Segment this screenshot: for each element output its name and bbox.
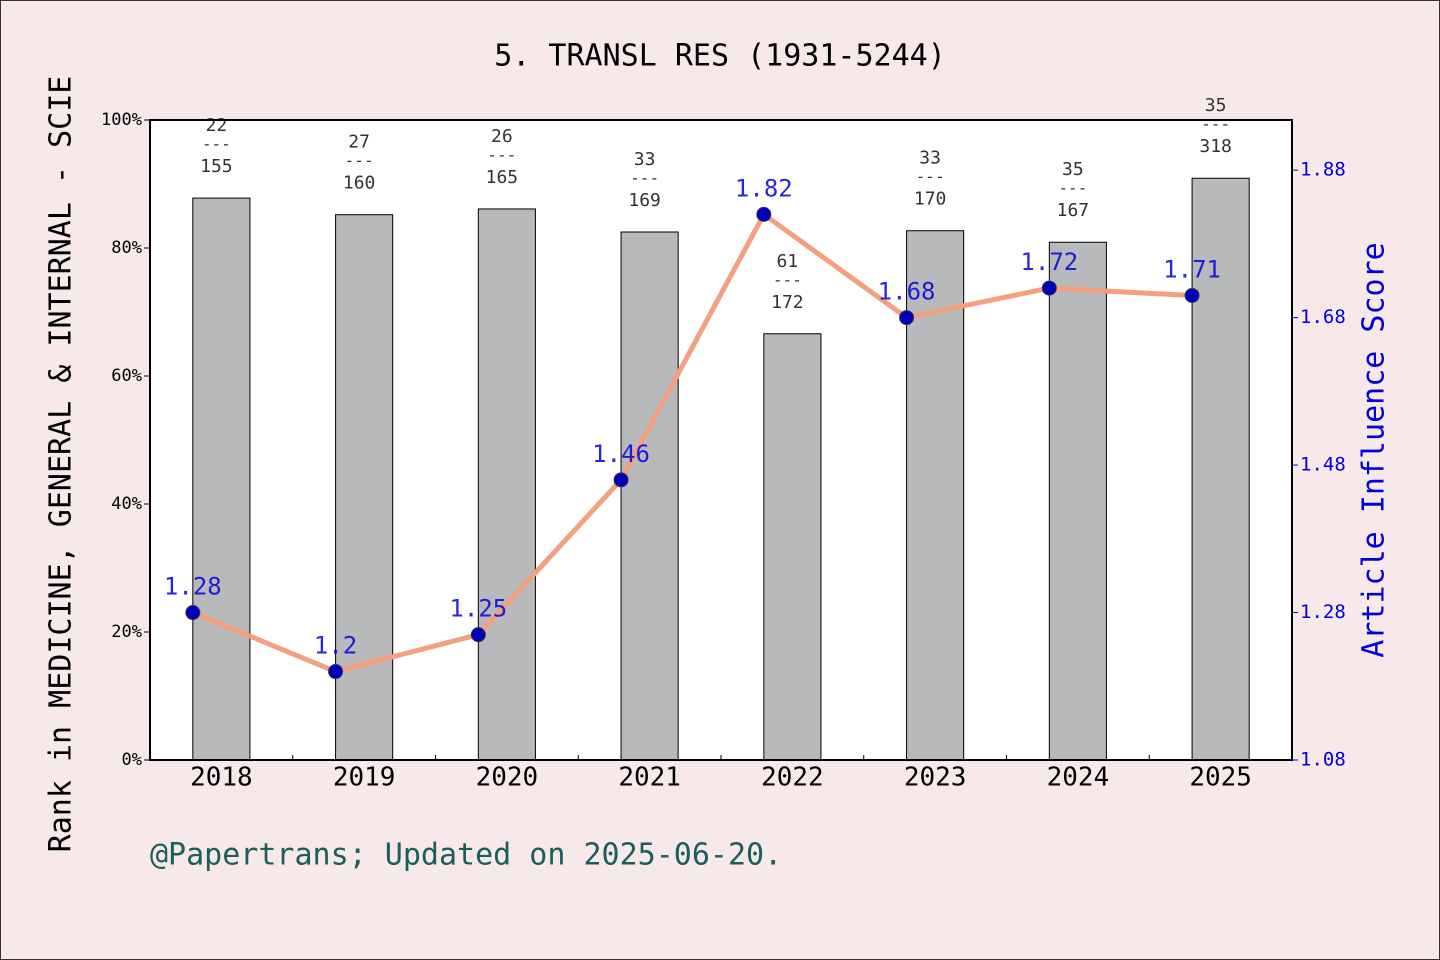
marker (328, 664, 344, 680)
x-tick-label: 2020 (476, 763, 539, 793)
value-label: 1.68 (878, 278, 936, 306)
marker (756, 206, 772, 222)
marker (1184, 287, 1200, 303)
bar (1191, 177, 1250, 761)
rank-label: 33 (919, 148, 941, 169)
marker (185, 605, 201, 621)
total-label: 172 (771, 292, 804, 313)
bar (477, 208, 536, 761)
rank-separator: --- (345, 151, 374, 170)
rank-separator: --- (1201, 115, 1230, 134)
bar (335, 214, 394, 761)
total-label: 160 (343, 173, 376, 194)
value-label: 1.71 (1163, 255, 1221, 283)
y2-tick-label: 1.08 (1300, 749, 1346, 771)
rank-label: 35 (1205, 95, 1227, 116)
rank-separator: --- (1058, 179, 1087, 198)
rank-label: 27 (348, 132, 370, 153)
bar (620, 231, 679, 761)
plot-frame (149, 119, 1293, 761)
rank-label: 61 (777, 251, 799, 272)
rank-separator: --- (487, 145, 516, 164)
value-label: 1.2 (314, 632, 357, 660)
y2-tick-label: 1.68 (1300, 306, 1346, 328)
y2-tick-label: 1.28 (1300, 601, 1346, 623)
bar (763, 333, 822, 761)
line (191, 211, 1193, 675)
x-tick-label: 2021 (618, 763, 681, 793)
total-label: 170 (914, 189, 947, 210)
marker (1041, 280, 1057, 296)
marker (470, 627, 486, 643)
x-tick-label: 2025 (1189, 763, 1252, 793)
total-label: 169 (628, 190, 661, 211)
bar (192, 197, 251, 761)
chart-title: 5. TRANSL RES (1931-5244) (494, 39, 946, 74)
marker (613, 472, 629, 488)
y2-tick-label: 1.88 (1300, 159, 1346, 181)
bar (1048, 241, 1107, 761)
x-tick-label: 2023 (904, 763, 967, 793)
total-label: 318 (1199, 136, 1232, 157)
y-tick-label: 100% (101, 110, 142, 130)
x-tick-label: 2018 (190, 763, 253, 793)
x-tick-label: 2024 (1047, 763, 1110, 793)
y-axis-label: Rank in MEDICINE, GENERAL & INTERNAL - S… (44, 76, 79, 853)
rank-separator: --- (202, 135, 231, 154)
rank-separator: --- (916, 167, 945, 186)
rank-separator: --- (630, 169, 659, 188)
value-label: 1.28 (164, 573, 222, 601)
total-label: 155 (200, 156, 233, 177)
y2-axis-label: Article Influence Score (1357, 242, 1392, 657)
value-label: 1.72 (1020, 248, 1078, 276)
total-label: 167 (1057, 200, 1090, 221)
value-label: 1.82 (735, 174, 793, 202)
value-label: 1.25 (449, 595, 507, 623)
rank-label: 26 (491, 126, 513, 147)
value-label: 1.46 (592, 440, 650, 468)
total-label: 165 (486, 167, 519, 188)
y-tick-label: 20% (111, 622, 142, 642)
y-tick-label: 40% (111, 494, 142, 514)
rank-label: 35 (1062, 159, 1084, 180)
x-tick-label: 2019 (333, 763, 396, 793)
rank-separator: --- (773, 270, 802, 289)
footer: @Papertrans; Updated on 2025-06-20. (150, 838, 782, 873)
y-tick-label: 80% (111, 238, 142, 258)
y2-tick-label: 1.48 (1300, 454, 1346, 476)
y-tick-label: 0% (122, 750, 142, 770)
x-tick-label: 2022 (761, 763, 824, 793)
y-tick-label: 60% (111, 366, 142, 386)
marker (899, 310, 915, 326)
rank-label: 22 (206, 115, 228, 136)
rank-label: 33 (634, 149, 656, 170)
